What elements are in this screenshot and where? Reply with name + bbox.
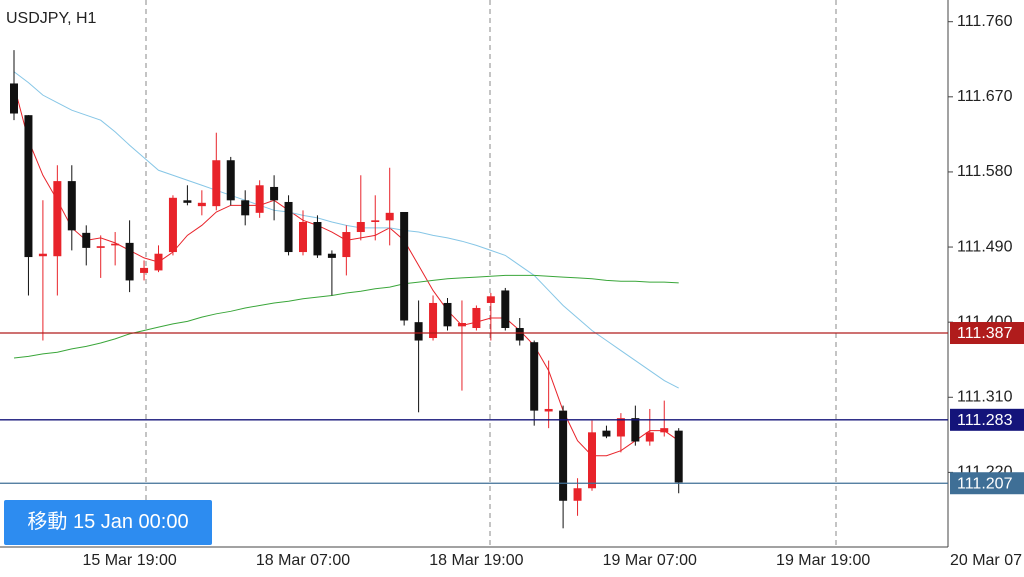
y-tick-label: 111.760 [957, 13, 1013, 30]
candle-body [197, 202, 206, 207]
candle-body [472, 307, 481, 329]
y-tick-label: 111.490 [957, 238, 1013, 255]
candle-body [530, 342, 539, 411]
candle-body [443, 302, 452, 327]
candle-body [140, 267, 149, 273]
candle-body [111, 243, 120, 246]
candle-body [53, 181, 62, 257]
candle-body [342, 232, 351, 258]
x-tick-label: 18 Mar 19:00 [429, 552, 523, 569]
candle-body [400, 211, 409, 321]
candle-body [270, 186, 279, 201]
candle-body [299, 222, 307, 253]
candle-body [38, 253, 47, 257]
candle-body [10, 83, 18, 114]
candle-body [486, 296, 495, 303]
candle-body [573, 488, 582, 501]
candle-body [313, 222, 322, 256]
candle-body [356, 222, 365, 233]
candle-body [327, 253, 336, 258]
x-tick-label: 19 Mar 19:00 [776, 552, 870, 569]
candle-body [559, 410, 568, 501]
moving-average [13, 274, 679, 359]
goto-button[interactable]: 移動 15 Jan 00:00 [4, 500, 212, 545]
candle-body [168, 197, 177, 253]
chart-title: USDJPY, H1 [6, 10, 97, 27]
y-tick-label: 111.310 [957, 388, 1013, 405]
candle-body [602, 430, 611, 437]
candle-body [154, 253, 163, 271]
price-level-label: 111.207 [957, 475, 1013, 492]
candle-body [385, 212, 394, 221]
candle-body [631, 418, 640, 442]
price-level-box [950, 322, 1024, 345]
x-tick-label: 15 Mar 19:00 [82, 552, 176, 569]
candle-body [67, 181, 76, 231]
candle-body [515, 328, 524, 341]
candle-body [125, 242, 134, 281]
candle-body [284, 201, 293, 253]
candle-body [544, 408, 553, 412]
candle-body [212, 160, 221, 207]
candle-body [82, 232, 91, 248]
candle-body [371, 220, 380, 223]
x-tick-label: 19 Mar 07:00 [603, 552, 697, 569]
candle-body [645, 432, 654, 442]
price-level-label: 111.283 [957, 412, 1013, 429]
y-tick-label: 111.580 [957, 163, 1013, 180]
candle-body [24, 115, 33, 258]
price-level-label: 111.387 [957, 325, 1013, 342]
price-level-box [950, 408, 1024, 431]
candle-body [429, 302, 438, 339]
candle-body [674, 430, 683, 483]
candle-body [501, 290, 510, 329]
price-level-box [950, 472, 1024, 495]
candle-body [96, 246, 105, 248]
candle-body [588, 432, 596, 489]
candle-body [616, 418, 625, 437]
y-tick-label: 111.670 [957, 88, 1013, 105]
candle-body [226, 160, 235, 201]
candle-body [457, 322, 466, 327]
candle-body [241, 200, 250, 216]
x-tick-label: 18 Mar 07:00 [256, 552, 350, 569]
candle-body [660, 428, 669, 433]
candle-body [183, 200, 192, 203]
candle-body [255, 185, 264, 213]
x-tick-label: 20 Mar 07 [950, 552, 1022, 569]
candle-body [414, 322, 423, 341]
